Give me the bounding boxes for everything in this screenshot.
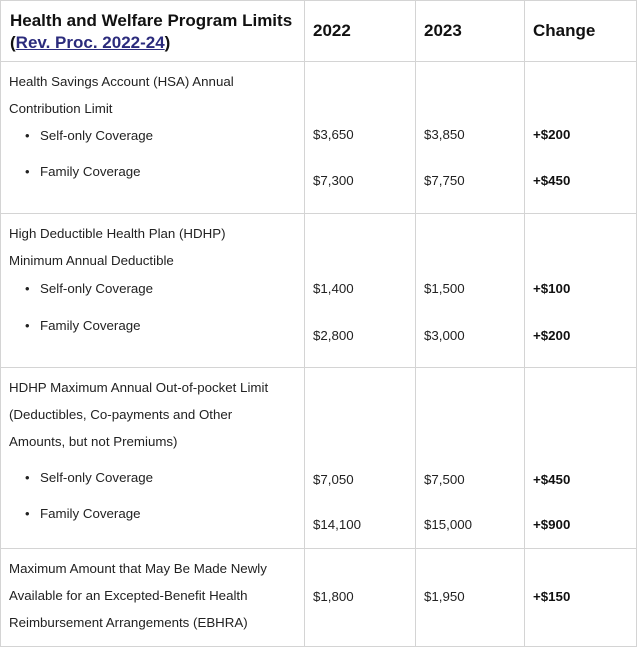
change-cell: +$200 +$450 bbox=[524, 61, 637, 214]
row-description-line: Maximum Amount that May Be Made Newly bbox=[9, 561, 267, 576]
value-2023-cell: $1,500 $3,000 bbox=[415, 213, 525, 368]
value-2023: $1,500 bbox=[424, 281, 465, 296]
table-row-hdhp-oop: HDHP Maximum Annual Out-of-pocket Limit … bbox=[0, 367, 637, 549]
row-description-line: High Deductible Health Plan (HDHP) bbox=[9, 226, 226, 241]
change-cell: +$450 +$900 bbox=[524, 367, 637, 549]
value-2022: $3,650 bbox=[313, 127, 354, 142]
row-description-line: (Deductibles, Co-payments and Other bbox=[9, 407, 233, 422]
table-row-hdhp-deductible: High Deductible Health Plan (HDHP) Minim… bbox=[0, 213, 637, 368]
change-value: +$900 bbox=[533, 517, 571, 532]
row-description-line: HDHP Maximum Annual Out-of-pocket Limit bbox=[9, 380, 269, 395]
value-2022: $14,100 bbox=[313, 517, 362, 532]
row-description-line: Minimum Annual Deductible bbox=[9, 253, 174, 268]
header-2022: 2022 bbox=[304, 0, 416, 62]
value-2023: $15,000 bbox=[424, 517, 473, 532]
change-value: +$100 bbox=[533, 281, 571, 296]
change-value: +$200 bbox=[533, 127, 571, 142]
value-2023-cell: $7,500 $15,000 bbox=[415, 367, 525, 549]
row-description-line: Reimbursement Arrangements (EBHRA) bbox=[9, 615, 248, 630]
header-change: Change bbox=[524, 0, 637, 62]
table-row-hsa: Health Savings Account (HSA) Annual Cont… bbox=[0, 61, 637, 214]
row-description-cell: HDHP Maximum Annual Out-of-pocket Limit … bbox=[0, 367, 305, 549]
row-description-line: Health Savings Account (HSA) Annual bbox=[9, 74, 234, 89]
rev-proc-link[interactable]: Rev. Proc. 2022-24 bbox=[15, 33, 165, 52]
coverage-item: Family Coverage bbox=[25, 504, 304, 524]
value-2022-cell: $7,050 $14,100 bbox=[304, 367, 416, 549]
value-2023: $7,750 bbox=[424, 173, 465, 188]
row-description-line: Available for an Excepted-Benefit Health bbox=[9, 588, 248, 603]
coverage-item: Self-only Coverage bbox=[25, 468, 304, 488]
row-description-line: Amounts, but not Premiums) bbox=[9, 434, 178, 449]
value-2022: $7,300 bbox=[313, 173, 354, 188]
value-2023: $1,950 bbox=[424, 589, 465, 604]
header-2023: 2023 bbox=[415, 0, 525, 62]
value-2023: $3,000 bbox=[424, 328, 465, 343]
change-value: +$200 bbox=[533, 328, 571, 343]
value-2023: $7,500 bbox=[424, 472, 465, 487]
coverage-item: Self-only Coverage bbox=[25, 126, 304, 146]
coverage-item: Family Coverage bbox=[25, 316, 304, 336]
value-2022: $1,800 bbox=[313, 589, 354, 604]
coverage-item: Family Coverage bbox=[25, 162, 304, 182]
value-2022-cell: $1,800 bbox=[304, 548, 416, 647]
value-2023-cell: $1,950 bbox=[415, 548, 525, 647]
change-value: +$150 bbox=[533, 589, 571, 604]
change-value: +$450 bbox=[533, 472, 571, 487]
value-2022-cell: $3,650 $7,300 bbox=[304, 61, 416, 214]
table-row-ebhra: Maximum Amount that May Be Made Newly Av… bbox=[0, 548, 637, 647]
value-2022: $2,800 bbox=[313, 328, 354, 343]
change-cell: +$100 +$200 bbox=[524, 213, 637, 368]
change-cell: +$150 bbox=[524, 548, 637, 647]
header-title-cell: Health and Welfare Program Limits (Rev. … bbox=[0, 0, 305, 62]
table-title: Health and Welfare Program Limits (Rev. … bbox=[1, 1, 304, 54]
row-description-cell: Maximum Amount that May Be Made Newly Av… bbox=[0, 548, 305, 647]
value-2022: $1,400 bbox=[313, 281, 354, 296]
value-2022: $7,050 bbox=[313, 472, 354, 487]
row-description-cell: High Deductible Health Plan (HDHP) Minim… bbox=[0, 213, 305, 368]
title-text-part2: ) bbox=[164, 33, 171, 52]
header-row: Health and Welfare Program Limits (Rev. … bbox=[0, 0, 637, 62]
change-value: +$450 bbox=[533, 173, 571, 188]
coverage-item: Self-only Coverage bbox=[25, 279, 304, 299]
value-2023: $3,850 bbox=[424, 127, 465, 142]
row-description-line: Contribution Limit bbox=[9, 101, 113, 116]
title-text-part1: Health and Welfare Program Limits ( bbox=[10, 11, 293, 52]
value-2022-cell: $1,400 $2,800 bbox=[304, 213, 416, 368]
value-2023-cell: $3,850 $7,750 bbox=[415, 61, 525, 214]
row-description-cell: Health Savings Account (HSA) Annual Cont… bbox=[0, 61, 305, 214]
